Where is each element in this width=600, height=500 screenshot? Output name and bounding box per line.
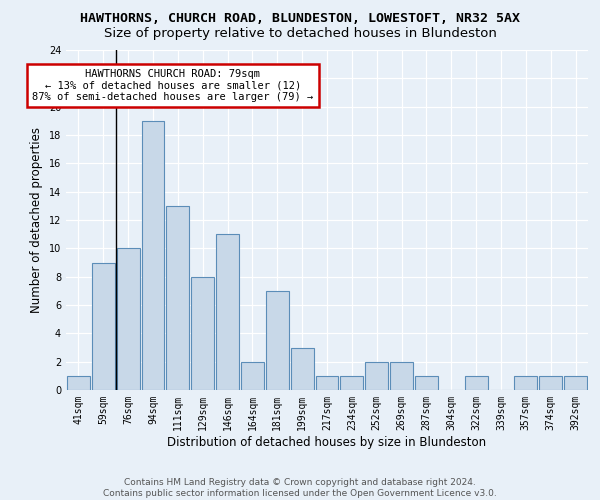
Bar: [316, 376, 338, 390]
Bar: [365, 362, 388, 390]
Bar: [191, 276, 214, 390]
Bar: [514, 376, 537, 390]
Bar: [291, 348, 314, 390]
Bar: [390, 362, 413, 390]
Y-axis label: Number of detached properties: Number of detached properties: [30, 127, 43, 313]
Bar: [340, 376, 363, 390]
Bar: [415, 376, 438, 390]
Bar: [216, 234, 239, 390]
Text: HAWTHORNS, CHURCH ROAD, BLUNDESTON, LOWESTOFT, NR32 5AX: HAWTHORNS, CHURCH ROAD, BLUNDESTON, LOWE…: [80, 12, 520, 26]
Text: Contains HM Land Registry data © Crown copyright and database right 2024.
Contai: Contains HM Land Registry data © Crown c…: [103, 478, 497, 498]
X-axis label: Distribution of detached houses by size in Blundeston: Distribution of detached houses by size …: [167, 436, 487, 448]
Bar: [142, 121, 164, 390]
Bar: [241, 362, 264, 390]
Bar: [465, 376, 488, 390]
Bar: [67, 376, 90, 390]
Bar: [92, 262, 115, 390]
Text: Size of property relative to detached houses in Blundeston: Size of property relative to detached ho…: [104, 28, 496, 40]
Bar: [539, 376, 562, 390]
Bar: [117, 248, 140, 390]
Bar: [266, 291, 289, 390]
Text: HAWTHORNS CHURCH ROAD: 79sqm
← 13% of detached houses are smaller (12)
87% of se: HAWTHORNS CHURCH ROAD: 79sqm ← 13% of de…: [32, 69, 314, 102]
Bar: [166, 206, 189, 390]
Bar: [564, 376, 587, 390]
